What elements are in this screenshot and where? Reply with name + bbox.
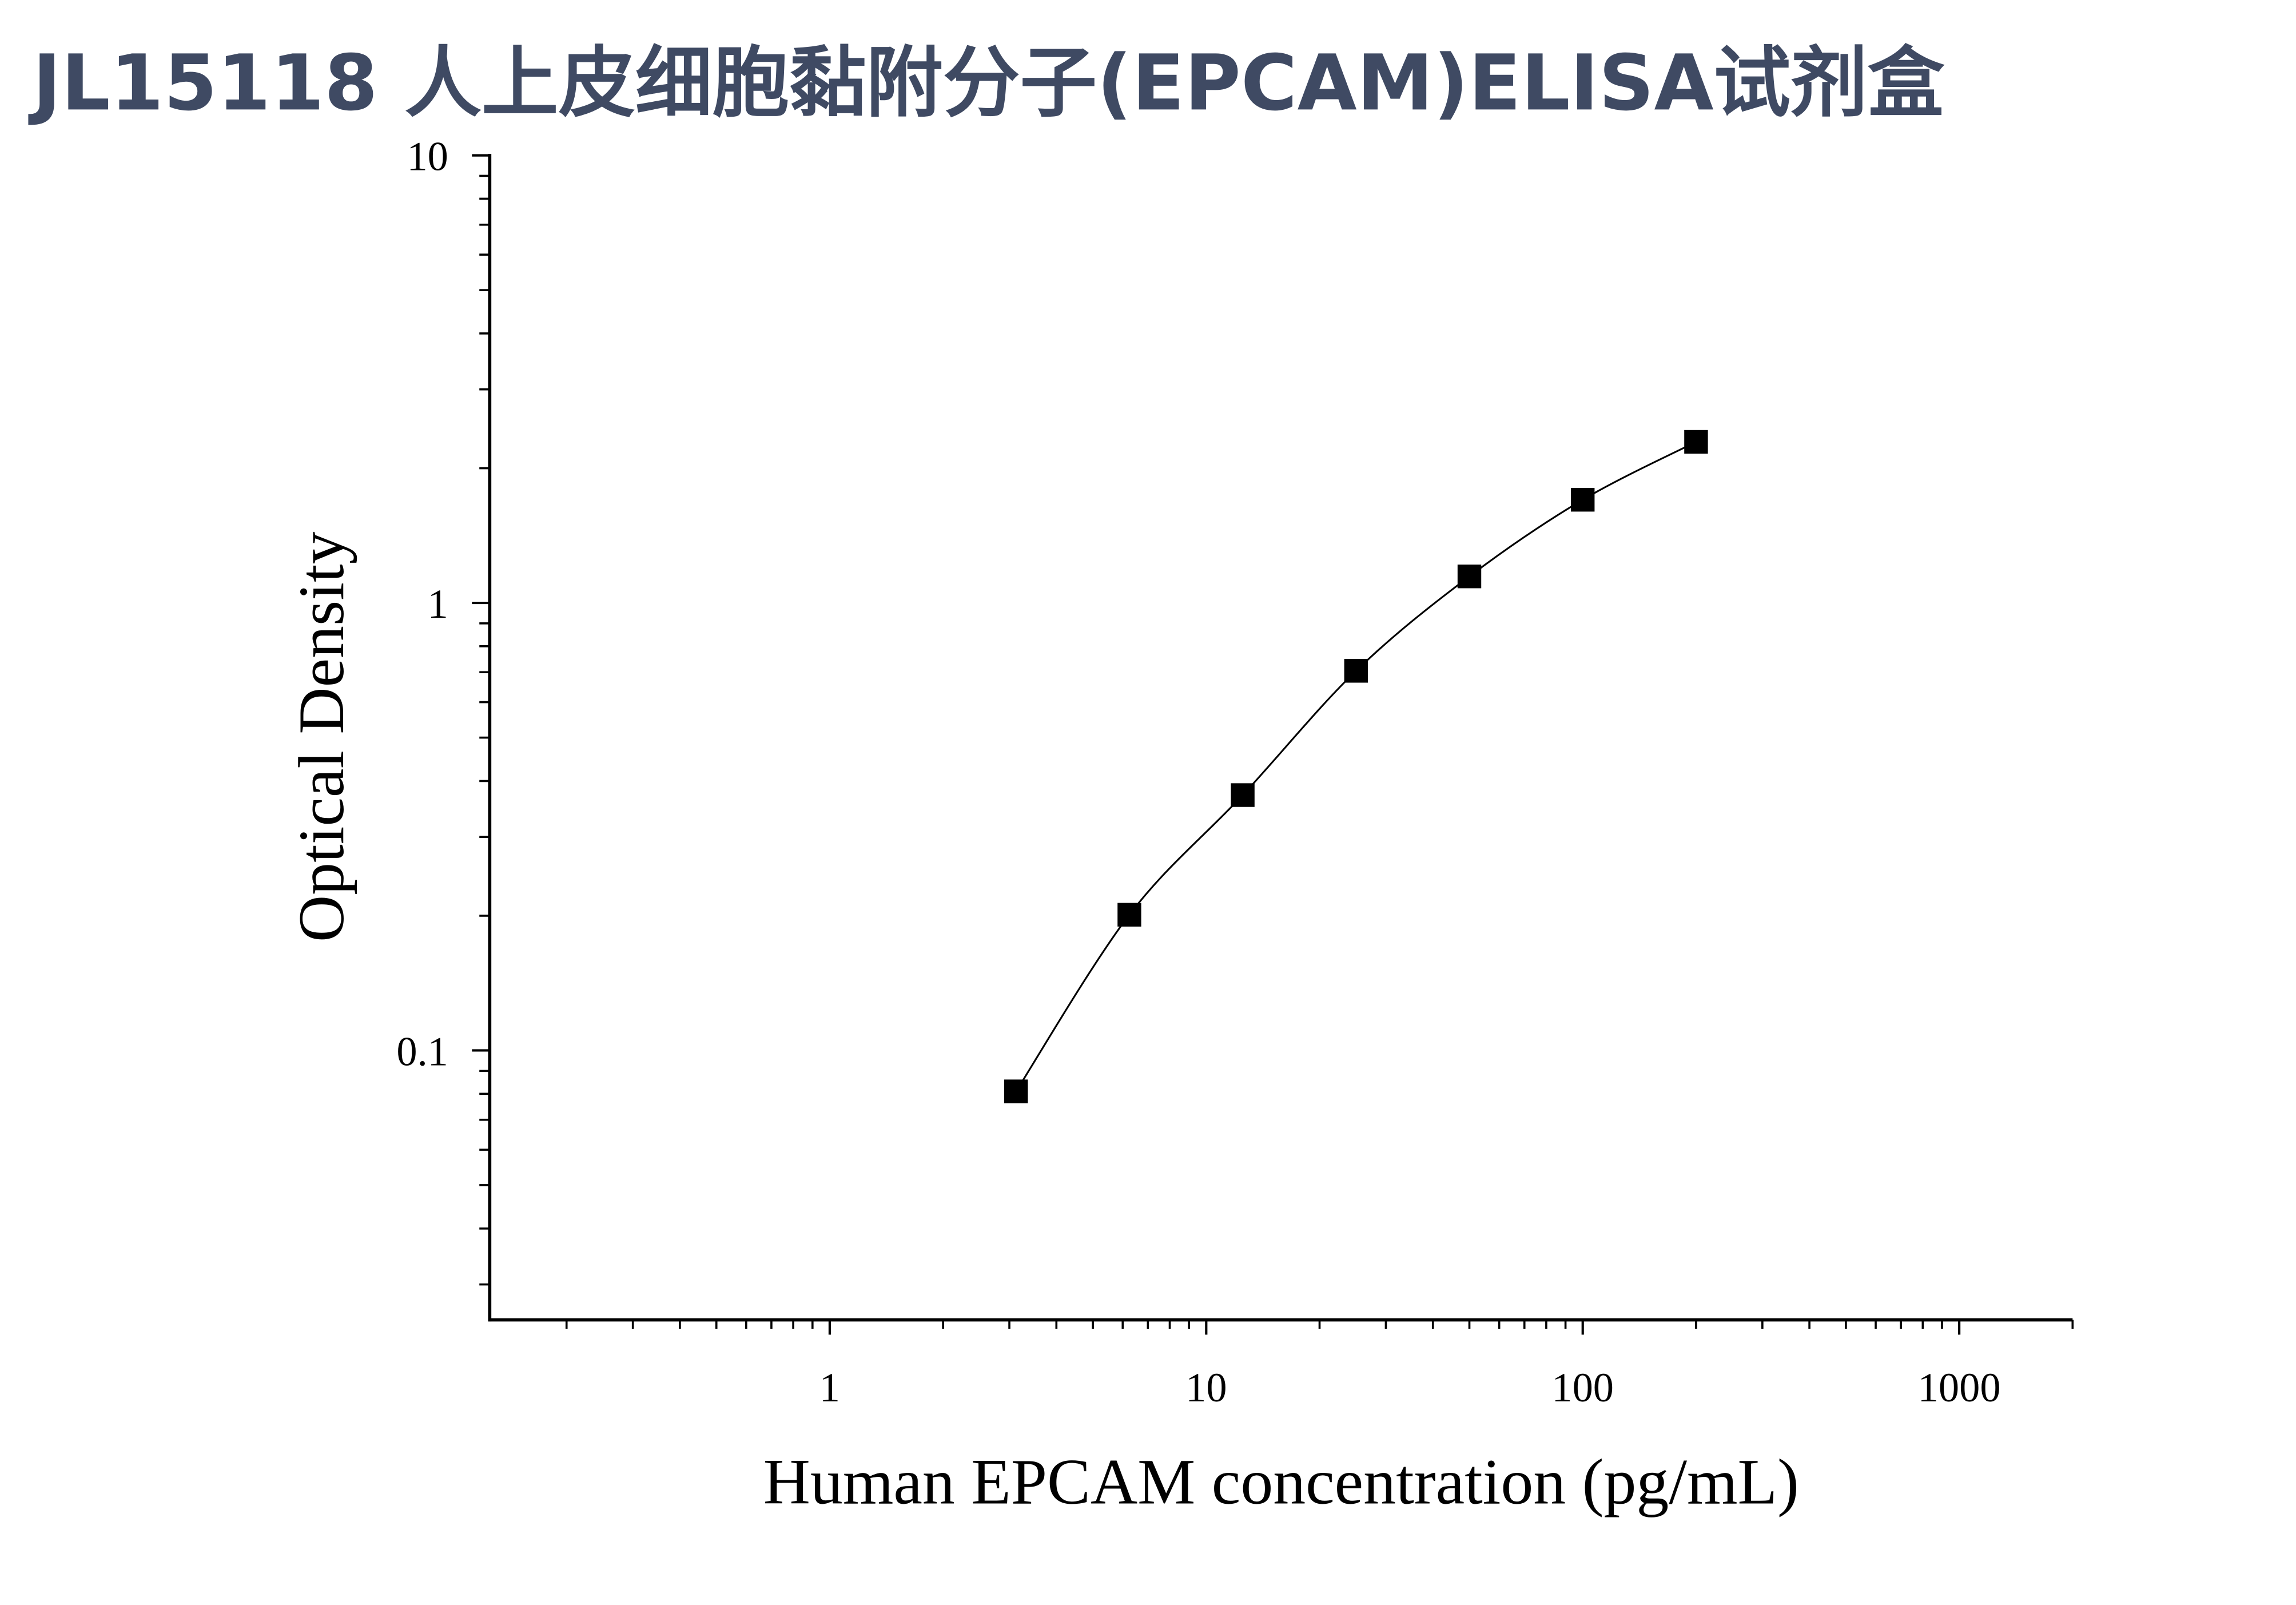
data-point (1344, 659, 1368, 683)
data-point (1457, 565, 1482, 589)
x-tick-label: 100 (1551, 1364, 1614, 1411)
data-point (1571, 488, 1595, 512)
x-axis-title: Human EPCAM concentration (pg/mL) (763, 1445, 1799, 1517)
data-point (1004, 1079, 1028, 1103)
x-tick-label: 10 (1185, 1364, 1227, 1411)
y-tick-label: 0.1 (396, 1028, 448, 1074)
data-point (1684, 430, 1708, 454)
y-tick-label: 10 (407, 133, 448, 179)
fit-curve (1015, 441, 1697, 1092)
y-tick-label: 1 (428, 581, 448, 627)
x-tick-label: 1000 (1918, 1364, 2001, 1411)
chart-title: JL15118 人上皮细胞黏附分子(EPCAM)ELISA试剂盒 (28, 38, 1945, 128)
y-axis-title: Optical Density (285, 531, 357, 942)
x-tick-label: 1 (819, 1364, 840, 1411)
data-point (1117, 903, 1141, 927)
data-point (1231, 783, 1255, 807)
